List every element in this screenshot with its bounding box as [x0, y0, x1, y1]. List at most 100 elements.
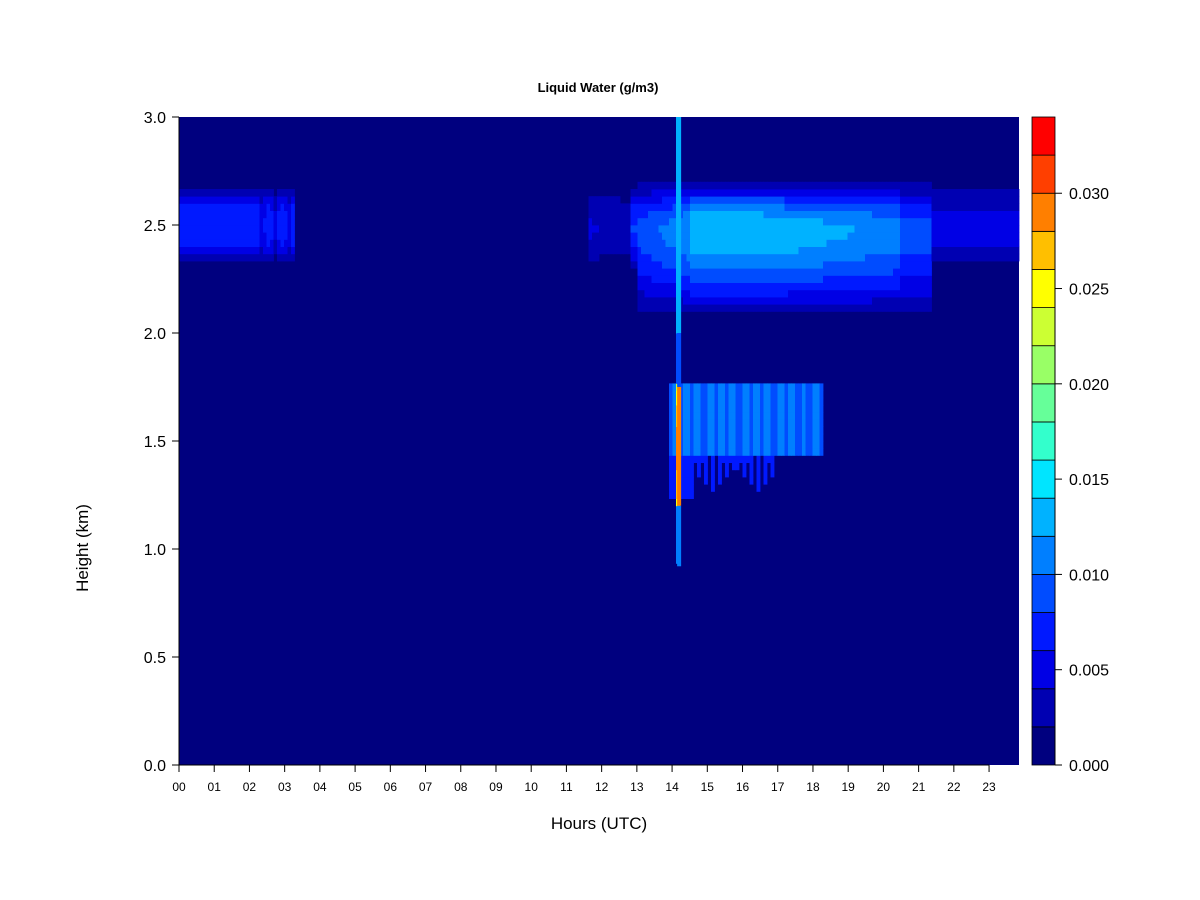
heatmap-cell: [672, 477, 677, 485]
heatmap-cell: [588, 239, 593, 247]
heatmap-cell: [721, 261, 726, 269]
heatmap-cell: [221, 225, 225, 233]
heatmap-cell: [196, 253, 201, 262]
heatmap-cell: [655, 210, 659, 219]
heatmap-cell: [770, 289, 775, 298]
heatmap-cell: [753, 289, 757, 298]
heatmap-cell: [903, 189, 908, 197]
heatmap-cell: [599, 232, 603, 240]
heatmap-cell: [763, 448, 768, 456]
heatmap-cell: [942, 225, 946, 233]
heatmap-cell: [721, 275, 726, 283]
heatmap-cell: [819, 253, 824, 262]
heatmap-cell: [798, 441, 803, 449]
heatmap-cell: [273, 225, 278, 233]
heatmap-cell: [823, 225, 827, 233]
heatmap-cell: [739, 383, 743, 391]
heatmap-cell: [826, 304, 831, 312]
heatmap-cell: [910, 181, 915, 190]
heatmap-cell: [931, 217, 936, 226]
heatmap-cell: [735, 239, 740, 247]
heatmap-cell: [840, 253, 845, 262]
heatmap-cell: [746, 261, 750, 269]
heatmap-cell: [690, 484, 694, 492]
heatmap-cell: [984, 253, 988, 262]
heatmap-cell: [669, 462, 673, 471]
heatmap-cell: [238, 210, 243, 219]
heatmap-cell: [648, 217, 652, 226]
heatmap-cell: [630, 239, 635, 247]
heatmap-cell: [1005, 246, 1009, 255]
heatmap-cell: [861, 246, 866, 255]
heatmap-cell: [606, 232, 610, 240]
heatmap-cell: [879, 275, 883, 283]
heatmap-cell: [679, 246, 684, 255]
heatmap-cell: [714, 217, 719, 226]
heatmap-cell: [193, 232, 197, 240]
heatmap-cell: [823, 282, 827, 291]
heatmap-cell: [714, 390, 719, 399]
heatmap-cell: [896, 203, 901, 211]
heatmap-cell: [672, 441, 677, 449]
heatmap-cell: [735, 397, 740, 406]
heatmap-cell: [249, 203, 253, 211]
heatmap-cell: [662, 275, 666, 283]
heatmap-cell: [781, 433, 785, 442]
heatmap-cell: [847, 275, 852, 283]
heatmap-cell: [735, 275, 740, 283]
heatmap-cell: [697, 383, 701, 391]
heatmap-cell: [711, 289, 715, 298]
heatmap-cell: [844, 210, 848, 219]
heatmap-cell: [788, 441, 792, 449]
heatmap-cell: [777, 282, 782, 291]
heatmap-cell: [189, 232, 194, 240]
heatmap-cell: [812, 239, 817, 247]
heatmap-cell: [767, 181, 771, 190]
heatmap-cell: [742, 282, 747, 291]
heatmap-cell: [284, 253, 288, 262]
heatmap-cell: [763, 268, 768, 276]
heatmap-cell: [959, 203, 964, 211]
heatmap-cell: [235, 189, 239, 197]
heatmap-cell: [809, 189, 813, 197]
heatmap-cell: [791, 397, 796, 406]
heatmap-cell: [921, 196, 925, 204]
heatmap-cell: [210, 196, 215, 204]
heatmap-cell: [599, 210, 603, 219]
heatmap-cell: [858, 253, 862, 262]
heatmap-cell: [994, 210, 999, 219]
heatmap-cell: [252, 232, 257, 240]
heatmap-cell: [679, 210, 684, 219]
heatmap-cell: [606, 203, 610, 211]
heatmap-cell: [893, 253, 897, 262]
heatmap-cell: [767, 210, 771, 219]
heatmap-cell: [228, 225, 232, 233]
heatmap-cell: [224, 225, 229, 233]
heatmap-cell: [690, 261, 694, 269]
heatmap-cell: [648, 203, 652, 211]
heatmap-cell: [987, 225, 992, 233]
heatmap-cell: [735, 455, 740, 463]
heatmap-cell: [203, 239, 208, 247]
heatmap-cell: [816, 217, 820, 226]
heatmap-cell: [896, 232, 901, 240]
heatmap-cell: [837, 275, 841, 283]
heatmap-cell: [791, 297, 796, 305]
heatmap-cell: [952, 225, 957, 233]
heatmap-cell: [872, 268, 876, 276]
heatmap-cell: [802, 448, 806, 456]
heatmap-cell: [683, 297, 687, 305]
heatmap-cell: [711, 405, 715, 413]
heatmap-cell: [987, 196, 992, 204]
heatmap-cell: [714, 448, 719, 456]
heatmap-cell: [739, 405, 743, 413]
heatmap-cell: [728, 448, 733, 456]
heatmap-cell: [179, 246, 183, 255]
heatmap-cell: [875, 210, 880, 219]
heatmap-cell: [249, 217, 253, 226]
heatmap-cell: [228, 189, 232, 197]
heatmap-cell: [847, 239, 852, 247]
heatmap-cell: [917, 189, 922, 197]
heatmap-cell: [865, 239, 869, 247]
heatmap-cell: [672, 297, 677, 305]
